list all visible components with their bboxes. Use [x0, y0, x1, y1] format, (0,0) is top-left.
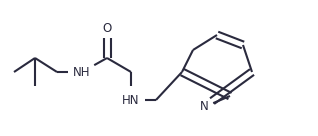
Text: O: O: [102, 21, 112, 35]
Text: NH: NH: [73, 66, 91, 78]
Text: HN: HN: [122, 94, 140, 106]
Text: N: N: [200, 101, 208, 114]
